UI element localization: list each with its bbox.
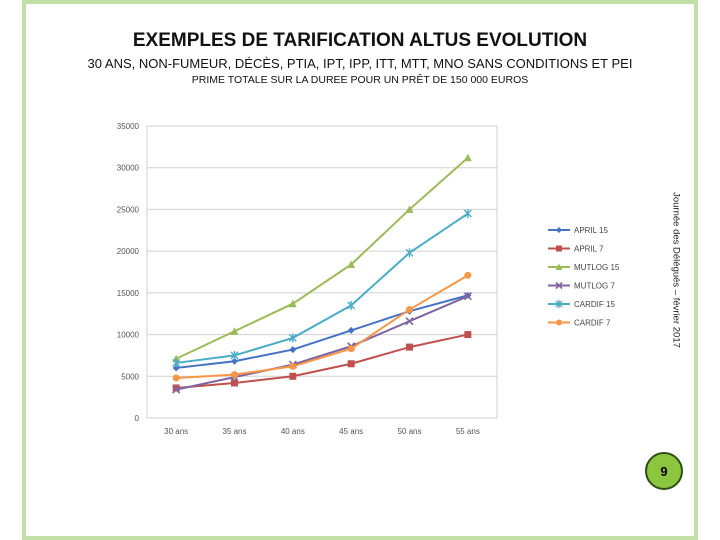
y-tick-label: 10000 <box>117 331 140 340</box>
slide-title: EXEMPLES DE TARIFICATION ALTUS EVOLUTION <box>132 30 588 51</box>
data-point <box>347 326 355 334</box>
y-tick-label: 15000 <box>117 289 140 298</box>
frame-top <box>0 0 720 4</box>
x-tick-label: 55 ans <box>456 427 480 436</box>
x-tick-label: 30 ans <box>164 427 188 436</box>
data-point <box>230 327 239 335</box>
x-tick-label: 50 ans <box>397 427 421 436</box>
data-point <box>555 300 563 308</box>
y-tick-label: 30000 <box>117 164 140 173</box>
data-point <box>289 372 297 380</box>
series-line <box>175 295 469 391</box>
slide-subtitle: 30 ANS, NON-FUMEUR, DÉCÈS, PTIA, IPT, IP… <box>87 56 633 71</box>
legend-label: APRIL 7 <box>574 245 604 254</box>
data-point <box>405 205 414 213</box>
data-point <box>230 350 239 360</box>
y-tick-label: 5000 <box>121 372 139 381</box>
y-tick-label: 0 <box>135 414 140 423</box>
legend-label: CARDIF 15 <box>574 300 615 309</box>
x-tick-label: 45 ans <box>339 427 363 436</box>
data-point <box>347 345 355 353</box>
data-point <box>172 364 180 372</box>
legend-label: APRIL 15 <box>574 226 608 235</box>
data-point <box>405 317 414 326</box>
data-point <box>347 360 355 368</box>
data-point <box>172 358 181 368</box>
data-point <box>406 343 413 351</box>
data-point <box>464 331 472 339</box>
data-point <box>463 292 472 301</box>
data-point <box>463 153 472 162</box>
side-footer-text: Journée des Délégués – février 2017 <box>670 192 682 348</box>
data-point <box>289 362 297 370</box>
legend-label: MUTLOG 15 <box>574 263 620 272</box>
series-line <box>176 212 469 364</box>
data-point <box>172 385 181 394</box>
data-point <box>556 227 562 233</box>
legend-label: CARDIF 7 <box>574 319 611 328</box>
data-point <box>405 248 414 258</box>
data-point <box>288 333 297 343</box>
data-point <box>464 271 472 279</box>
data-point <box>555 263 563 270</box>
data-point <box>288 299 297 308</box>
data-point <box>463 209 472 219</box>
y-tick-label: 25000 <box>117 205 140 214</box>
data-point <box>555 281 563 290</box>
plot-area-border <box>146 125 498 419</box>
legend-label: MUTLOG 7 <box>574 282 615 291</box>
data-point <box>172 384 180 392</box>
y-tick-label: 35000 <box>117 122 140 131</box>
data-point <box>347 260 356 268</box>
frame-bottom <box>0 536 720 540</box>
data-point <box>556 319 562 326</box>
x-tick-label: 35 ans <box>222 427 246 436</box>
data-point <box>231 357 238 365</box>
data-point <box>556 245 562 252</box>
data-point <box>231 379 238 387</box>
series-line <box>176 274 469 379</box>
y-tick-label: 20000 <box>117 247 140 256</box>
data-point <box>289 346 297 354</box>
page-number-badge: 9 <box>645 452 683 490</box>
frame-right <box>694 0 720 540</box>
series-line <box>176 333 469 389</box>
data-point <box>231 371 238 379</box>
data-point <box>347 300 356 310</box>
series-line <box>176 294 469 369</box>
slide-subtitle-secondary: PRIME TOTALE SUR LA DUREE POUR UN PRÊT D… <box>191 74 529 86</box>
data-point <box>172 374 180 382</box>
data-point <box>406 306 413 314</box>
series-line <box>175 156 469 360</box>
x-tick-label: 40 ans <box>281 427 305 436</box>
frame-left <box>0 0 26 540</box>
